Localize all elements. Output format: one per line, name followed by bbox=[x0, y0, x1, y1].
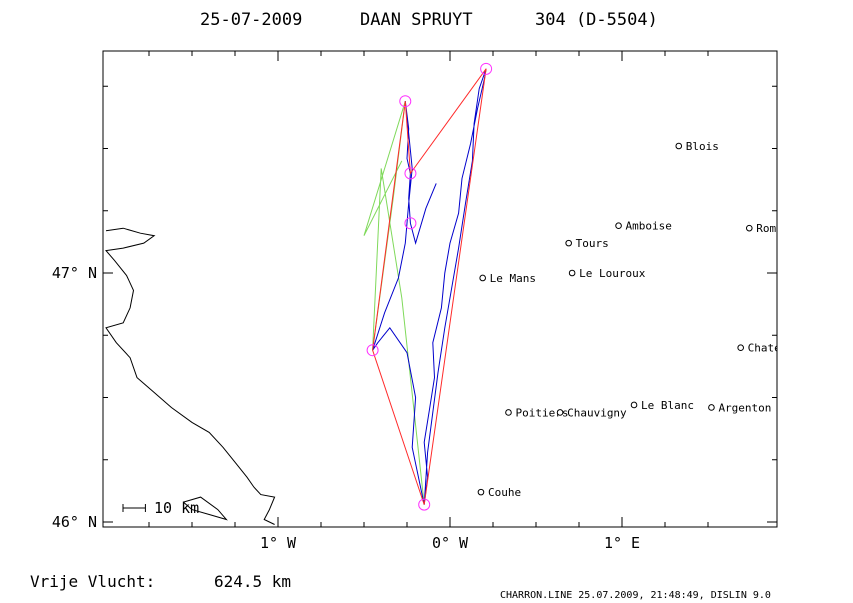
town-marker: Le Mans bbox=[479, 272, 536, 285]
map-frame bbox=[102, 50, 778, 528]
y-tick-label: 47° N bbox=[52, 264, 97, 282]
ile-de-re-island bbox=[183, 496, 228, 521]
turnpoint-marker bbox=[404, 167, 417, 180]
x-tick-label: 0° W bbox=[432, 534, 469, 552]
town-dot-icon bbox=[568, 269, 576, 277]
coastline bbox=[105, 227, 276, 525]
turnpoint-marker bbox=[418, 498, 431, 511]
town-label: Le Mans bbox=[490, 272, 536, 285]
town-dot-icon bbox=[479, 274, 486, 282]
scale-bar: 10 km bbox=[122, 499, 199, 517]
turnpoints bbox=[366, 62, 493, 511]
turnpoint-marker bbox=[480, 62, 493, 75]
town-marker: Amboise bbox=[615, 220, 672, 233]
town-marker: Le Louroux bbox=[568, 267, 646, 280]
town-dot-icon bbox=[737, 344, 744, 352]
town-marker: Romorantin bbox=[745, 222, 822, 235]
optimized-route bbox=[372, 68, 487, 505]
gps-track bbox=[372, 68, 487, 505]
town-marker: Chateauroux-Vill bbox=[737, 342, 853, 355]
town-label: Poitiers bbox=[515, 406, 568, 419]
town-label: Chateauroux-Vill bbox=[748, 342, 853, 355]
town-dot-icon bbox=[708, 404, 715, 411]
town-marker: Blois bbox=[675, 140, 719, 153]
town-marker: Argenton bbox=[708, 401, 771, 414]
towns: Le Mans Blois Amboise Romorantin Tours Le Lou… bbox=[477, 140, 853, 499]
pilot-name: DAAN SPRUYT bbox=[360, 10, 473, 30]
x-tick-label: 1° W bbox=[260, 534, 297, 552]
town-label: Argenton bbox=[718, 401, 771, 414]
alternative-route bbox=[363, 101, 425, 505]
turnpoint-marker bbox=[404, 217, 417, 230]
town-dot-icon bbox=[630, 401, 638, 409]
town-marker: Le Blanc bbox=[630, 399, 694, 412]
turnpoint-marker bbox=[399, 95, 412, 108]
town-label: Blois bbox=[686, 140, 719, 153]
town-dot-icon bbox=[615, 222, 622, 229]
town-marker: Poitiers bbox=[505, 406, 568, 419]
axis-ticks bbox=[103, 51, 777, 527]
distance-label: Vrije Vlucht: bbox=[30, 572, 155, 591]
axis-tick-labels: 1° W 0° W 1° E 46° N 47° N bbox=[52, 264, 640, 552]
town-label: Le Louroux bbox=[579, 267, 646, 280]
town-label: Amboise bbox=[626, 220, 672, 233]
flight-date: 25-07-2009 bbox=[200, 10, 302, 30]
town-marker: Couhe bbox=[477, 486, 521, 499]
town-label: Tours bbox=[576, 237, 609, 250]
town-dot-icon bbox=[565, 239, 572, 247]
distance-value: 624.5 km bbox=[214, 572, 291, 591]
town-label: Romorantin bbox=[756, 222, 822, 235]
x-tick-label: 1° E bbox=[604, 534, 640, 552]
town-dot-icon bbox=[745, 224, 753, 232]
town-dot-icon bbox=[505, 409, 512, 416]
town-label: Le Blanc bbox=[641, 399, 694, 412]
town-dot-icon bbox=[675, 142, 683, 150]
town-label: Couhe bbox=[488, 486, 521, 499]
scale-bar-label: 10 km bbox=[154, 499, 199, 517]
town-marker: Tours bbox=[565, 237, 609, 250]
town-dot-icon bbox=[477, 488, 485, 496]
town-label: Chauvigny bbox=[567, 406, 627, 419]
y-tick-label: 46° N bbox=[52, 513, 97, 531]
credit-line: CHARRON.LINE 25.07.2009, 21:48:49, DISLI… bbox=[500, 590, 771, 601]
town-dot-icon bbox=[556, 409, 564, 416]
turnpoint-marker bbox=[366, 344, 379, 357]
town-marker: Chauvigny bbox=[556, 406, 627, 419]
glider-id: 304 (D-5504) bbox=[535, 10, 658, 30]
